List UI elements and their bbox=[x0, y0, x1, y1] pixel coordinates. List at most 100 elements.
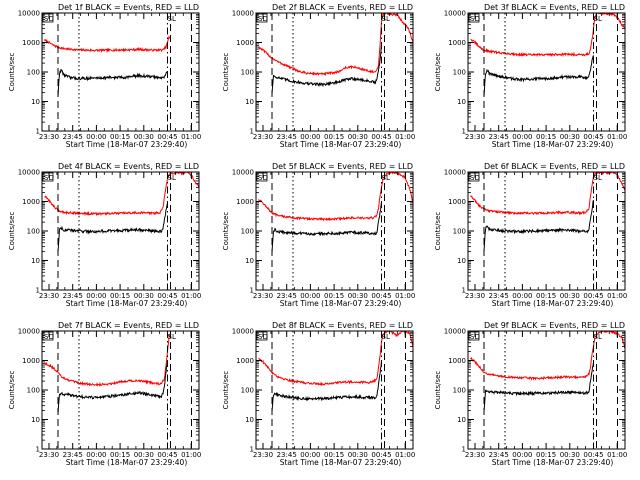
plot-frame bbox=[467, 12, 626, 132]
x-tick-label: 23:45 bbox=[63, 451, 83, 459]
panel-title: Det 8f BLACK = Events, RED = LLD bbox=[272, 321, 413, 330]
panel-title: Det 4f BLACK = Events, RED = LLD bbox=[58, 162, 199, 171]
x-tick-label: 01:00 bbox=[181, 133, 201, 141]
y-axis-label: Counts/sec bbox=[8, 212, 16, 251]
plot-frame bbox=[255, 330, 414, 450]
events-series-line bbox=[57, 360, 168, 415]
x-tick-label: 00:15 bbox=[110, 292, 130, 300]
detector-panel-8: Det 8f BLACK = Events, RED = LLDSDSL1101… bbox=[222, 321, 415, 467]
x-tick-label: 00:15 bbox=[110, 451, 130, 459]
x-tick-label: 23:30 bbox=[253, 133, 273, 141]
y-tick-label: 10 bbox=[457, 257, 466, 265]
y-tick-label: 1 bbox=[250, 287, 254, 295]
x-tick-label: 00:45 bbox=[371, 292, 391, 300]
x-tick-label: 00:30 bbox=[348, 451, 368, 459]
x-tick-label: 00:15 bbox=[110, 133, 130, 141]
x-tick-label: 23:45 bbox=[277, 292, 297, 300]
lld-series-line bbox=[258, 172, 413, 222]
x-tick-label: 23:45 bbox=[277, 451, 297, 459]
panel-title: Det 1f BLACK = Events, RED = LLD bbox=[58, 3, 199, 12]
y-tick-label: 10 bbox=[457, 98, 466, 106]
x-tick-label: 00:15 bbox=[324, 451, 344, 459]
y-tick-label: 1000 bbox=[236, 198, 254, 206]
marker-sl: SL bbox=[168, 174, 176, 182]
y-axis-label: Counts/sec bbox=[222, 212, 230, 251]
x-tick-label: 00:45 bbox=[157, 292, 177, 300]
y-tick-label: 100 bbox=[27, 69, 40, 77]
y-axis-label: Counts/sec bbox=[8, 371, 16, 410]
x-axis-label: Start Time (18-Mar-07 23:29:40) bbox=[66, 458, 188, 467]
lld-series-line bbox=[44, 35, 171, 54]
lld-series-line bbox=[470, 172, 625, 216]
plot-frame bbox=[41, 330, 200, 450]
marker-sl: SL bbox=[168, 333, 176, 341]
x-tick-label: 00:30 bbox=[560, 451, 580, 459]
x-tick-label: 00:00 bbox=[512, 451, 532, 459]
x-tick-label: 23:45 bbox=[489, 292, 509, 300]
x-tick-label: 23:45 bbox=[63, 133, 83, 141]
y-tick-label: 1 bbox=[36, 287, 40, 295]
detector-panel-7: Det 7f BLACK = Events, RED = LLDSDSL1101… bbox=[8, 321, 201, 467]
y-tick-label: 1 bbox=[462, 446, 466, 454]
x-tick-label: 00:00 bbox=[86, 451, 106, 459]
x-tick-label: 23:45 bbox=[489, 133, 509, 141]
x-axis-label: Start Time (18-Mar-07 23:29:40) bbox=[280, 458, 402, 467]
x-tick-label: 00:45 bbox=[371, 451, 391, 459]
y-tick-label: 10000 bbox=[18, 10, 40, 18]
x-tick-label: 00:30 bbox=[560, 292, 580, 300]
y-tick-label: 100 bbox=[241, 228, 254, 236]
panel-title: Det 2f BLACK = Events, RED = LLD bbox=[272, 3, 413, 12]
events-series-line bbox=[271, 360, 382, 412]
detector-panel-6: Det 6f BLACK = Events, RED = LLDSDSL1101… bbox=[434, 162, 627, 308]
y-tick-label: 100 bbox=[241, 387, 254, 395]
marker-sl: SL bbox=[594, 333, 602, 341]
y-tick-label: 1000 bbox=[22, 198, 40, 206]
x-tick-label: 23:30 bbox=[253, 292, 273, 300]
x-tick-label: 00:30 bbox=[134, 133, 154, 141]
x-tick-label: 01:00 bbox=[395, 133, 415, 141]
y-tick-label: 1000 bbox=[448, 198, 466, 206]
lld-series-line bbox=[44, 333, 171, 387]
detector-panel-2: Det 2f BLACK = Events, RED = LLDSDSL1101… bbox=[222, 3, 415, 149]
y-tick-label: 100 bbox=[453, 69, 466, 77]
x-tick-label: 01:00 bbox=[607, 451, 627, 459]
x-tick-label: 00:45 bbox=[371, 133, 391, 141]
y-tick-label: 100 bbox=[27, 228, 40, 236]
panel-title: Det 7f BLACK = Events, RED = LLD bbox=[58, 321, 199, 330]
x-tick-label: 23:30 bbox=[465, 451, 485, 459]
x-tick-label: 23:45 bbox=[489, 451, 509, 459]
marker-sl: SL bbox=[382, 333, 390, 341]
y-tick-label: 1000 bbox=[236, 357, 254, 365]
y-tick-label: 10 bbox=[31, 416, 40, 424]
x-tick-label: 00:45 bbox=[157, 133, 177, 141]
x-axis-label: Start Time (18-Mar-07 23:29:40) bbox=[492, 458, 614, 467]
y-tick-label: 10000 bbox=[18, 169, 40, 177]
y-tick-label: 10000 bbox=[18, 328, 40, 336]
marker-sl: SL bbox=[594, 174, 602, 182]
y-tick-label: 1 bbox=[36, 446, 40, 454]
y-tick-label: 100 bbox=[453, 228, 466, 236]
panel-title: Det 9f BLACK = Events, RED = LLD bbox=[484, 321, 625, 330]
y-tick-label: 1000 bbox=[448, 357, 466, 365]
y-tick-label: 10 bbox=[245, 98, 254, 106]
x-tick-label: 23:30 bbox=[253, 451, 273, 459]
x-axis-label: Start Time (18-Mar-07 23:29:40) bbox=[492, 140, 614, 149]
x-tick-label: 00:15 bbox=[324, 292, 344, 300]
x-tick-label: 00:45 bbox=[583, 133, 603, 141]
y-axis-label: Counts/sec bbox=[222, 371, 230, 410]
y-tick-label: 10 bbox=[31, 257, 40, 265]
x-axis-label: Start Time (18-Mar-07 23:29:40) bbox=[280, 140, 402, 149]
y-tick-label: 10 bbox=[457, 416, 466, 424]
detector-panel-4: Det 4f BLACK = Events, RED = LLDSDSL1101… bbox=[8, 162, 201, 308]
x-tick-label: 00:30 bbox=[134, 451, 154, 459]
y-tick-label: 10000 bbox=[232, 328, 254, 336]
x-axis-label: Start Time (18-Mar-07 23:29:40) bbox=[66, 299, 188, 308]
y-axis-label: Counts/sec bbox=[434, 371, 442, 410]
y-tick-label: 1000 bbox=[236, 39, 254, 47]
x-tick-label: 23:30 bbox=[465, 133, 485, 141]
x-tick-label: 00:30 bbox=[560, 133, 580, 141]
detector-panel-5: Det 5f BLACK = Events, RED = LLDSDSL1101… bbox=[222, 162, 415, 308]
lld-series-line bbox=[470, 13, 625, 58]
x-tick-label: 00:45 bbox=[583, 292, 603, 300]
